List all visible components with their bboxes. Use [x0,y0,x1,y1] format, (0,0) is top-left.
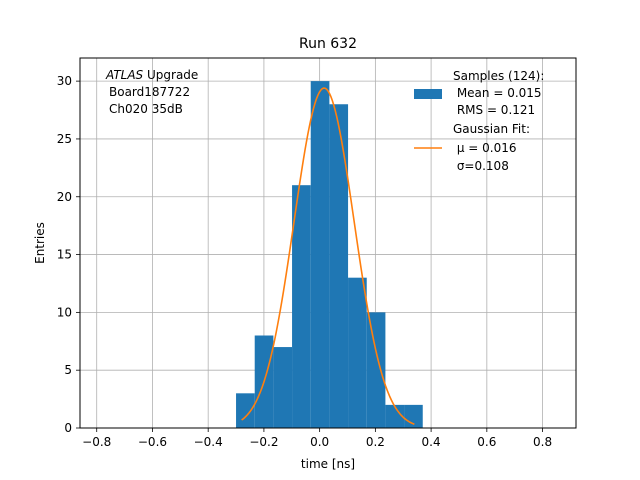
annotation-line-3: Ch020 35dB [109,102,183,116]
annotation-atlas: ATLAS [105,68,144,82]
histogram-bar [329,104,349,428]
y-tick-label: 30 [57,74,72,88]
histogram-bar [366,312,386,428]
x-tick-label: −0.8 [82,435,111,449]
legend-hist-swatch [414,89,442,99]
x-axis-label: time [ns] [301,457,355,471]
legend-fit-line-3: σ=0.108 [453,159,509,173]
y-axis-ticks: 0 5 10 15 20 25 30 [57,74,80,435]
legend-fit-line-1: Gaussian Fit: [453,122,530,136]
y-axis-label: Entries [33,222,47,264]
y-tick-label: 10 [57,305,72,319]
y-tick-label: 25 [57,132,72,146]
x-tick-label: 0.0 [310,435,329,449]
x-tick-label: −0.4 [194,435,223,449]
x-tick-label: 0.8 [533,435,552,449]
legend: Samples (124): Mean = 0.015 RMS = 0.121 … [414,69,544,173]
y-tick-label: 15 [57,248,72,262]
y-tick-label: 5 [64,363,72,377]
x-tick-label: 0.4 [422,435,441,449]
legend-hist-line-2: Mean = 0.015 [453,86,542,100]
histogram-bar [236,393,255,428]
gaussian-fit [241,87,415,425]
x-tick-label: 0.2 [366,435,385,449]
legend-fit-line-2: μ = 0.016 [453,141,517,155]
histogram-bars [236,81,423,428]
histogram-bar [310,81,330,428]
histogram-bar [292,185,311,428]
plot-frame [79,57,577,429]
legend-hist-line-3: RMS = 0.121 [453,103,535,117]
chart-title: Run 632 [299,36,357,52]
histogram-bar [385,404,405,428]
atlas-annotation: ATLAS Upgrade Board187722 Ch020 35dB [105,68,198,116]
gaussian-fit-curve [241,87,415,425]
x-axis-ticks: −0.8 −0.6 −0.4 −0.2 0.0 0.2 0.4 0.6 0.8 [82,428,552,449]
y-tick-label: 0 [64,421,72,435]
histogram-bar [348,277,367,428]
legend-hist-line-1: Samples (124): [453,69,544,83]
x-tick-label: 0.6 [477,435,496,449]
x-tick-label: −0.6 [138,435,167,449]
annotation-line-1: ATLAS Upgrade [105,68,198,82]
y-tick-label: 20 [57,190,72,204]
x-tick-label: −0.2 [249,435,278,449]
annotation-upgrade: Upgrade [143,68,198,82]
annotation-line-2: Board187722 [109,85,190,99]
histogram-bar [273,347,293,428]
